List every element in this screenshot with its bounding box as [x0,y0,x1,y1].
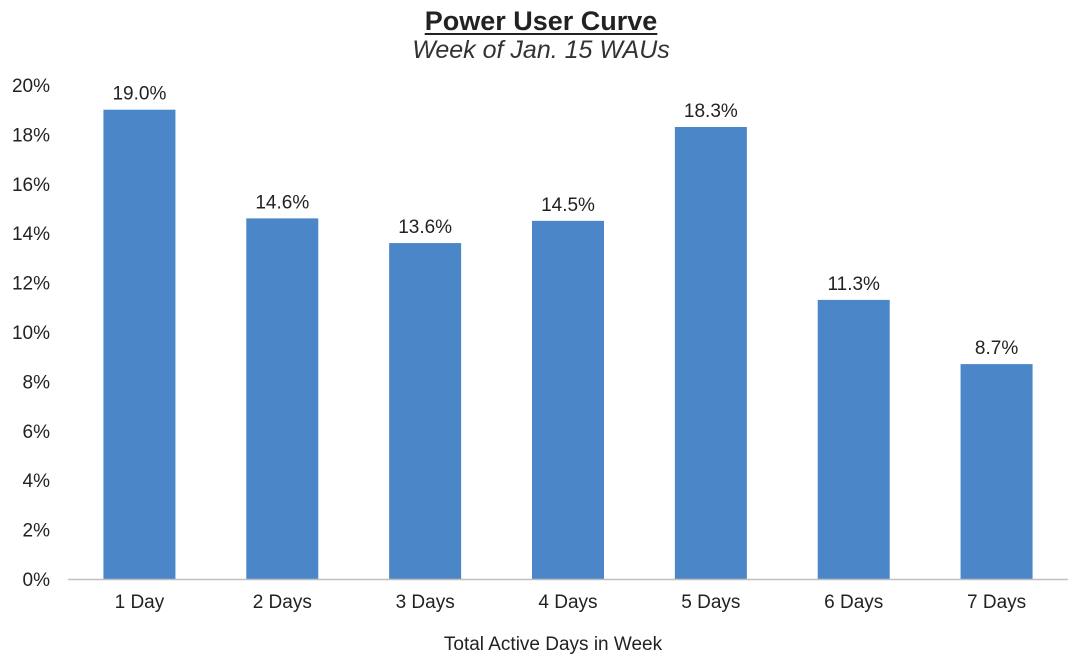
bar-data-label: 13.6% [398,217,452,238]
bar [389,243,462,579]
bar-data-label: 11.3% [827,274,880,295]
y-tick-label: 0% [23,570,51,591]
chart-subtitle: Week of Jan. 15 WAUs [412,36,670,64]
bar [960,364,1033,579]
bar-data-label: 8.7% [975,338,1018,359]
y-tick-label: 18% [12,125,50,146]
y-axis-tick-labels: 0% 2% 4% 6% 8% 10% 12% 14% 16% 18% 20% [12,76,50,591]
y-tick-label: 2% [23,521,51,542]
y-tick-label: 16% [12,175,50,196]
x-tick-label: 1 Day [115,592,165,613]
bar [103,109,176,579]
bar [246,218,319,579]
x-tick-label: 7 Days [967,592,1026,613]
x-tick-label: 2 Days [253,592,312,613]
y-tick-label: 20% [12,76,50,97]
bar-data-label: 14.5% [541,195,595,216]
bar-data-label: 19.0% [112,84,166,105]
y-tick-label: 6% [23,422,51,443]
y-tick-label: 4% [23,471,51,492]
x-tick-label: 4 Days [538,592,597,613]
y-tick-label: 10% [12,323,50,344]
bar [674,126,747,580]
y-tick-label: 14% [12,224,50,245]
x-axis-title: Total Active Days in Week [444,634,663,655]
x-tick-label: 5 Days [681,592,740,613]
bar [532,220,604,579]
y-tick-label: 12% [12,274,50,295]
x-tick-label: 6 Days [824,592,883,613]
x-tick-label: 3 Days [396,592,455,613]
bar-series [103,109,1033,580]
chart-title: Power User Curve [425,6,658,36]
bar-data-labels: 19.0% 14.6% 13.6% 14.5% 18.3% 11.3% 8.7% [112,84,1018,359]
bar [817,299,890,579]
x-axis-tick-labels: 1 Day 2 Days 3 Days 4 Days 5 Days 6 Days 7 Day… [115,592,1027,613]
y-tick-label: 8% [23,372,51,393]
bar-data-label: 14.6% [255,192,309,213]
bar-data-label: 18.3% [684,101,738,122]
